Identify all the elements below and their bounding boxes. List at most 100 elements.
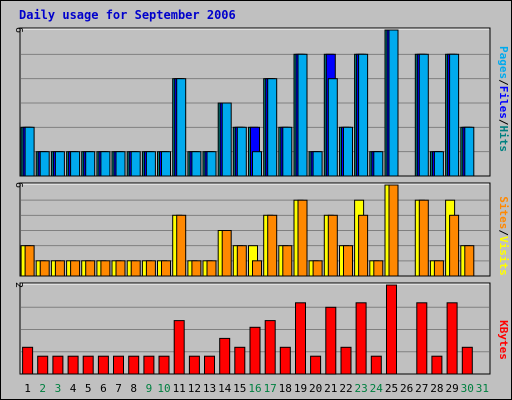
bar-visits-sites-day-13 xyxy=(206,260,217,277)
bar-hits-pages-day-5 xyxy=(85,151,96,177)
day-label-26: 26 xyxy=(400,382,413,395)
chart-panels: 6 6 2 xyxy=(13,27,491,375)
legend-kbytes: KBytes xyxy=(497,320,510,360)
bar-visits-sites-day-28 xyxy=(433,260,444,277)
bar-hits-pages-day-6 xyxy=(100,151,111,177)
day-label-6: 6 xyxy=(100,382,107,395)
bar-visits-sites-day-1 xyxy=(24,245,35,277)
bar-hits-pages-day-14 xyxy=(221,102,232,177)
bar-visits-sites-day-21 xyxy=(327,214,338,277)
bar-hits-pages-day-23 xyxy=(358,53,369,177)
bar-visits-sites-day-25 xyxy=(388,184,399,277)
bar-hits-pages-day-22 xyxy=(343,126,353,177)
day-label-13: 13 xyxy=(203,382,216,395)
bar-visits-sites-day-11 xyxy=(176,214,187,277)
day-label-17: 17 xyxy=(264,382,277,395)
bar-hits-pages-day-29 xyxy=(449,53,460,177)
bar-kbytes-kbytes-day-19 xyxy=(295,302,306,375)
bar-visits-sites-day-6 xyxy=(100,260,111,277)
bar-kbytes-kbytes-day-8 xyxy=(128,355,140,375)
day-label-16: 16 xyxy=(248,382,261,395)
bar-kbytes-kbytes-day-17 xyxy=(264,320,276,375)
bar-kbytes-kbytes-day-15 xyxy=(234,346,246,375)
bar-kbytes-kbytes-day-23 xyxy=(355,302,367,375)
bar-hits-pages-day-9 xyxy=(145,151,156,177)
bar-hits-pages-day-4 xyxy=(70,151,81,177)
legend-visits: Sites/Visits xyxy=(497,196,510,276)
day-label-5: 5 xyxy=(85,382,92,395)
bar-hits-pages-day-13 xyxy=(206,151,217,177)
day-label-29: 29 xyxy=(445,382,458,395)
day-label-28: 28 xyxy=(430,382,443,395)
panel-visits-ymax-label: 6 xyxy=(13,182,24,188)
panel-hits: 6 xyxy=(13,27,491,177)
bar-visits-sites-day-23 xyxy=(358,214,369,277)
bar-visits-sites-day-17 xyxy=(267,214,278,277)
bar-visits-sites-day-12 xyxy=(191,260,202,277)
bar-visits-sites-day-27 xyxy=(418,199,429,277)
legend-item-hits: Hits xyxy=(497,126,510,153)
bar-hits-pages-day-28 xyxy=(433,151,444,177)
chart-title: Daily usage for September 2006 xyxy=(19,8,236,22)
bar-hits-pages-day-12 xyxy=(191,151,202,177)
bar-visits-sites-day-2 xyxy=(39,260,50,277)
bar-visits-sites-day-7 xyxy=(115,260,126,277)
bar-kbytes-kbytes-day-21 xyxy=(325,306,337,375)
bar-visits-sites-day-3 xyxy=(54,260,65,277)
bar-kbytes-kbytes-day-18 xyxy=(279,346,291,375)
legend-item-kbytes: KBytes xyxy=(497,320,510,360)
day-label-7: 7 xyxy=(115,382,122,395)
bar-hits-pages-day-2 xyxy=(39,151,50,177)
day-label-15: 15 xyxy=(233,382,246,395)
bar-kbytes-kbytes-day-7 xyxy=(113,355,124,375)
day-label-31: 31 xyxy=(476,382,489,395)
day-label-10: 10 xyxy=(157,382,170,395)
bar-hits-pages-day-1 xyxy=(24,126,35,177)
day-label-9: 9 xyxy=(146,382,153,395)
day-label-27: 27 xyxy=(415,382,428,395)
bar-visits-sites-day-20 xyxy=(312,260,323,277)
day-label-14: 14 xyxy=(218,382,232,395)
bar-hits-pages-day-24 xyxy=(373,151,384,177)
bar-kbytes-kbytes-day-30 xyxy=(461,346,473,375)
bar-kbytes-kbytes-day-14 xyxy=(219,337,231,375)
day-label-20: 20 xyxy=(309,382,322,395)
bar-visits-sites-day-10 xyxy=(161,260,171,277)
day-label-30: 30 xyxy=(461,382,474,395)
bar-visits-sites-day-22 xyxy=(343,245,353,277)
bar-visits-sites-day-14 xyxy=(221,230,232,277)
day-label-23: 23 xyxy=(354,382,367,395)
bar-kbytes-kbytes-day-24 xyxy=(370,355,382,375)
day-label-3: 3 xyxy=(55,382,62,395)
legend-separator: / xyxy=(497,229,510,236)
bar-visits-sites-day-16 xyxy=(252,260,262,277)
bar-hits-pages-day-25 xyxy=(388,29,399,177)
bar-visits-sites-day-5 xyxy=(85,260,96,277)
day-label-18: 18 xyxy=(279,382,292,395)
legend-item-sites: Sites xyxy=(497,196,510,229)
day-label-4: 4 xyxy=(70,382,77,395)
bar-hits-pages-day-20 xyxy=(312,151,323,177)
bar-kbytes-kbytes-day-27 xyxy=(416,302,428,375)
panel-hits-ymax-label: 6 xyxy=(13,27,24,33)
bar-kbytes-kbytes-day-28 xyxy=(431,355,443,375)
legend-item-pages: Pages xyxy=(497,46,510,79)
bar-visits-sites-day-24 xyxy=(373,260,384,277)
bar-visits-sites-day-19 xyxy=(297,199,308,277)
panel-kbytes: 2 xyxy=(13,282,491,375)
day-label-22: 22 xyxy=(339,382,352,395)
bar-kbytes-kbytes-day-3 xyxy=(52,355,64,375)
day-labels: 1 2 3 4 5 6 7 8 9 10 11 12 13 14 15 16 17 18 19 20 21 22 23 24 2… xyxy=(24,382,489,395)
bar-hits-pages-day-3 xyxy=(54,151,65,177)
day-label-1: 1 xyxy=(24,382,31,395)
day-label-25: 25 xyxy=(385,382,398,395)
day-label-8: 8 xyxy=(130,382,137,395)
bar-hits-pages-day-18 xyxy=(282,126,293,177)
bar-hits-pages-day-10 xyxy=(161,151,171,177)
bar-hits-pages-day-16 xyxy=(252,151,262,177)
day-label-2: 2 xyxy=(39,382,46,395)
bar-hits-pages-day-17 xyxy=(267,78,278,177)
bar-visits-sites-day-18 xyxy=(282,245,293,277)
